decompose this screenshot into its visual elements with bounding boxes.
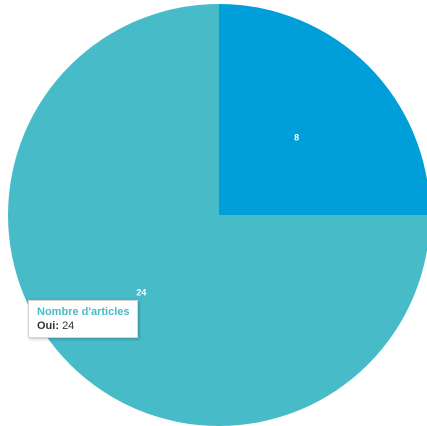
data-label-0: 8 (294, 132, 299, 142)
tooltip-key: Oui: (37, 320, 59, 332)
pie-slice-0[interactable] (219, 4, 427, 215)
tooltip-title: Nombre d'articles (37, 306, 130, 318)
tooltip-value: 24 (62, 320, 75, 332)
data-label-1: 24 (136, 288, 146, 298)
tooltip: Nombre d'articles Oui: 24 (28, 300, 139, 338)
